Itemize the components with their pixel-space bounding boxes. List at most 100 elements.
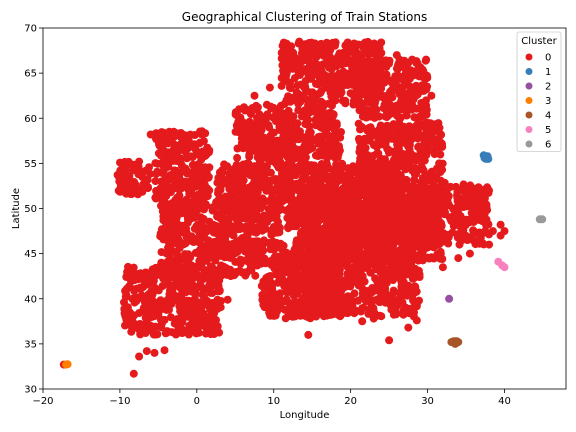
- point-cluster-0-2667: [305, 258, 314, 267]
- point-cluster-0-3659: [315, 132, 324, 141]
- point-cluster-0-2779: [316, 215, 325, 224]
- point-cluster-0-4976: [454, 217, 463, 226]
- point-cluster-0-3678: [285, 113, 294, 121]
- point-cluster-0-2972: [353, 204, 362, 213]
- point-cluster-0-4035: [315, 41, 323, 50]
- point-cluster-0-756: [198, 263, 206, 272]
- point-cluster-0-1377: [316, 173, 325, 181]
- point-cluster-0-3299: [123, 187, 132, 196]
- point-cluster-0-1583: [250, 237, 259, 246]
- point-cluster-0-3675: [269, 103, 278, 112]
- point-cluster-0-2971: [343, 189, 351, 198]
- point-cluster-0-2132: [377, 312, 386, 321]
- point-cluster-0-3292: [144, 183, 152, 192]
- point-cluster-0-3677: [332, 119, 341, 128]
- point-cluster-0-1723: [283, 288, 292, 297]
- point-cluster-0-3663: [254, 130, 263, 139]
- point-cluster-0-2320: [319, 312, 328, 321]
- point-cluster-0-574: [208, 265, 217, 274]
- point-cluster-0-1839: [281, 278, 290, 286]
- point-cluster-0-1498: [260, 216, 269, 225]
- point-cluster-0-379: [122, 290, 131, 299]
- point-cluster-0-382: [124, 307, 133, 316]
- point-cluster-0-376: [136, 283, 145, 292]
- point-cluster-0-4992: [425, 184, 434, 193]
- point-cluster-0-3201: [166, 153, 175, 162]
- point-cluster-0-2951: [433, 251, 442, 260]
- point-cluster-0-4961: [401, 194, 410, 203]
- point-cluster-0-1368: [231, 169, 240, 178]
- point-cluster-0-262: [173, 329, 182, 338]
- point-cluster-0-4964: [468, 210, 477, 218]
- point-cluster-0-4275: [366, 112, 375, 121]
- point-cluster-0-787: [168, 261, 177, 270]
- point-cluster-0-2943: [320, 205, 329, 214]
- point-cluster-0-3674: [307, 135, 316, 143]
- point-cluster-0-767: [186, 214, 195, 223]
- point-cluster-0-2355: [335, 267, 344, 276]
- point-cluster-0-811: [162, 218, 171, 227]
- point-cluster-0-2235: [350, 289, 359, 298]
- point-cluster-0-4025: [309, 67, 318, 76]
- point-cluster-0-780: [212, 252, 221, 260]
- point-cluster-0-4978: [396, 209, 405, 218]
- point-cluster-0-804: [220, 264, 229, 273]
- point-cluster-0-1454: [242, 159, 251, 168]
- point-cluster-0-4500: [360, 146, 369, 155]
- point-cluster-0-3600: [245, 150, 254, 159]
- point-cluster-0-4274: [371, 93, 380, 102]
- point-cluster-0-1118: [258, 194, 267, 203]
- point-cluster-0-3163: [172, 157, 181, 165]
- point-cluster-0-2992: [315, 241, 324, 250]
- point-cluster-0-805: [181, 262, 190, 271]
- point-cluster-0-359: [166, 313, 175, 322]
- point-cluster-0-2973: [375, 256, 384, 265]
- point-cluster-0-3676: [253, 153, 262, 162]
- point-cluster-0-2932: [337, 232, 346, 241]
- point-cluster-0-2380: [336, 311, 345, 319]
- point-cluster-0-4011: [284, 47, 292, 56]
- point-cluster-0-2381: [347, 304, 356, 313]
- point-cluster-0-2317: [405, 305, 414, 314]
- point-cluster-0-781: [209, 242, 218, 251]
- point-cluster-0-2875: [323, 216, 332, 225]
- point-cluster-0-4014: [286, 78, 295, 87]
- point-cluster-0-354: [146, 272, 155, 281]
- point-cluster-0-4552: [362, 166, 371, 175]
- point-cluster-0-1495: [336, 164, 345, 173]
- point-cluster-0-3685: [285, 124, 294, 133]
- point-cluster-0-3301: [120, 179, 129, 188]
- point-cluster-0-1446: [317, 160, 326, 168]
- point-cluster-0-1733: [281, 314, 290, 323]
- point-cluster-0-2340: [325, 305, 334, 314]
- point-cluster-0-2273: [371, 265, 380, 274]
- point-cluster-0-1589: [249, 255, 258, 264]
- point-cluster-0-736: [173, 250, 182, 259]
- point-cluster-0-4046: [333, 84, 342, 93]
- point-cluster-0-755: [177, 209, 186, 218]
- point-cluster-0-4492: [435, 123, 444, 132]
- point-cluster-0-689: [202, 227, 211, 236]
- point-cluster-0-800: [216, 236, 225, 245]
- point-cluster-0-3142: [157, 177, 166, 186]
- point-cluster-0-2291: [366, 304, 375, 312]
- point-cluster-0-2194: [351, 274, 360, 283]
- point-cluster-0-3228: [157, 151, 166, 160]
- point-cluster-0-2367: [307, 284, 316, 293]
- point-cluster-0-2980: [311, 186, 320, 195]
- point-cluster-0-2991: [334, 253, 343, 262]
- point-cluster-0-792: [230, 271, 239, 280]
- point-cluster-0-4277: [419, 86, 428, 95]
- point-cluster-0-4244: [373, 64, 382, 73]
- point-cluster-0-2338: [354, 281, 363, 290]
- point-cluster-0-1423: [285, 187, 294, 195]
- point-cluster-0-2325: [397, 274, 406, 283]
- point-cluster-0-3983: [291, 92, 300, 101]
- point-cluster-0-3197: [175, 173, 183, 182]
- point-cluster-0-2159: [356, 307, 365, 316]
- point-cluster-0-3996: [353, 49, 362, 58]
- point-cluster-0-304: [139, 307, 148, 316]
- point-cluster-0-4280: [398, 75, 407, 84]
- point-cluster-0-4893: [363, 210, 371, 219]
- point-cluster-0-191: [199, 286, 208, 294]
